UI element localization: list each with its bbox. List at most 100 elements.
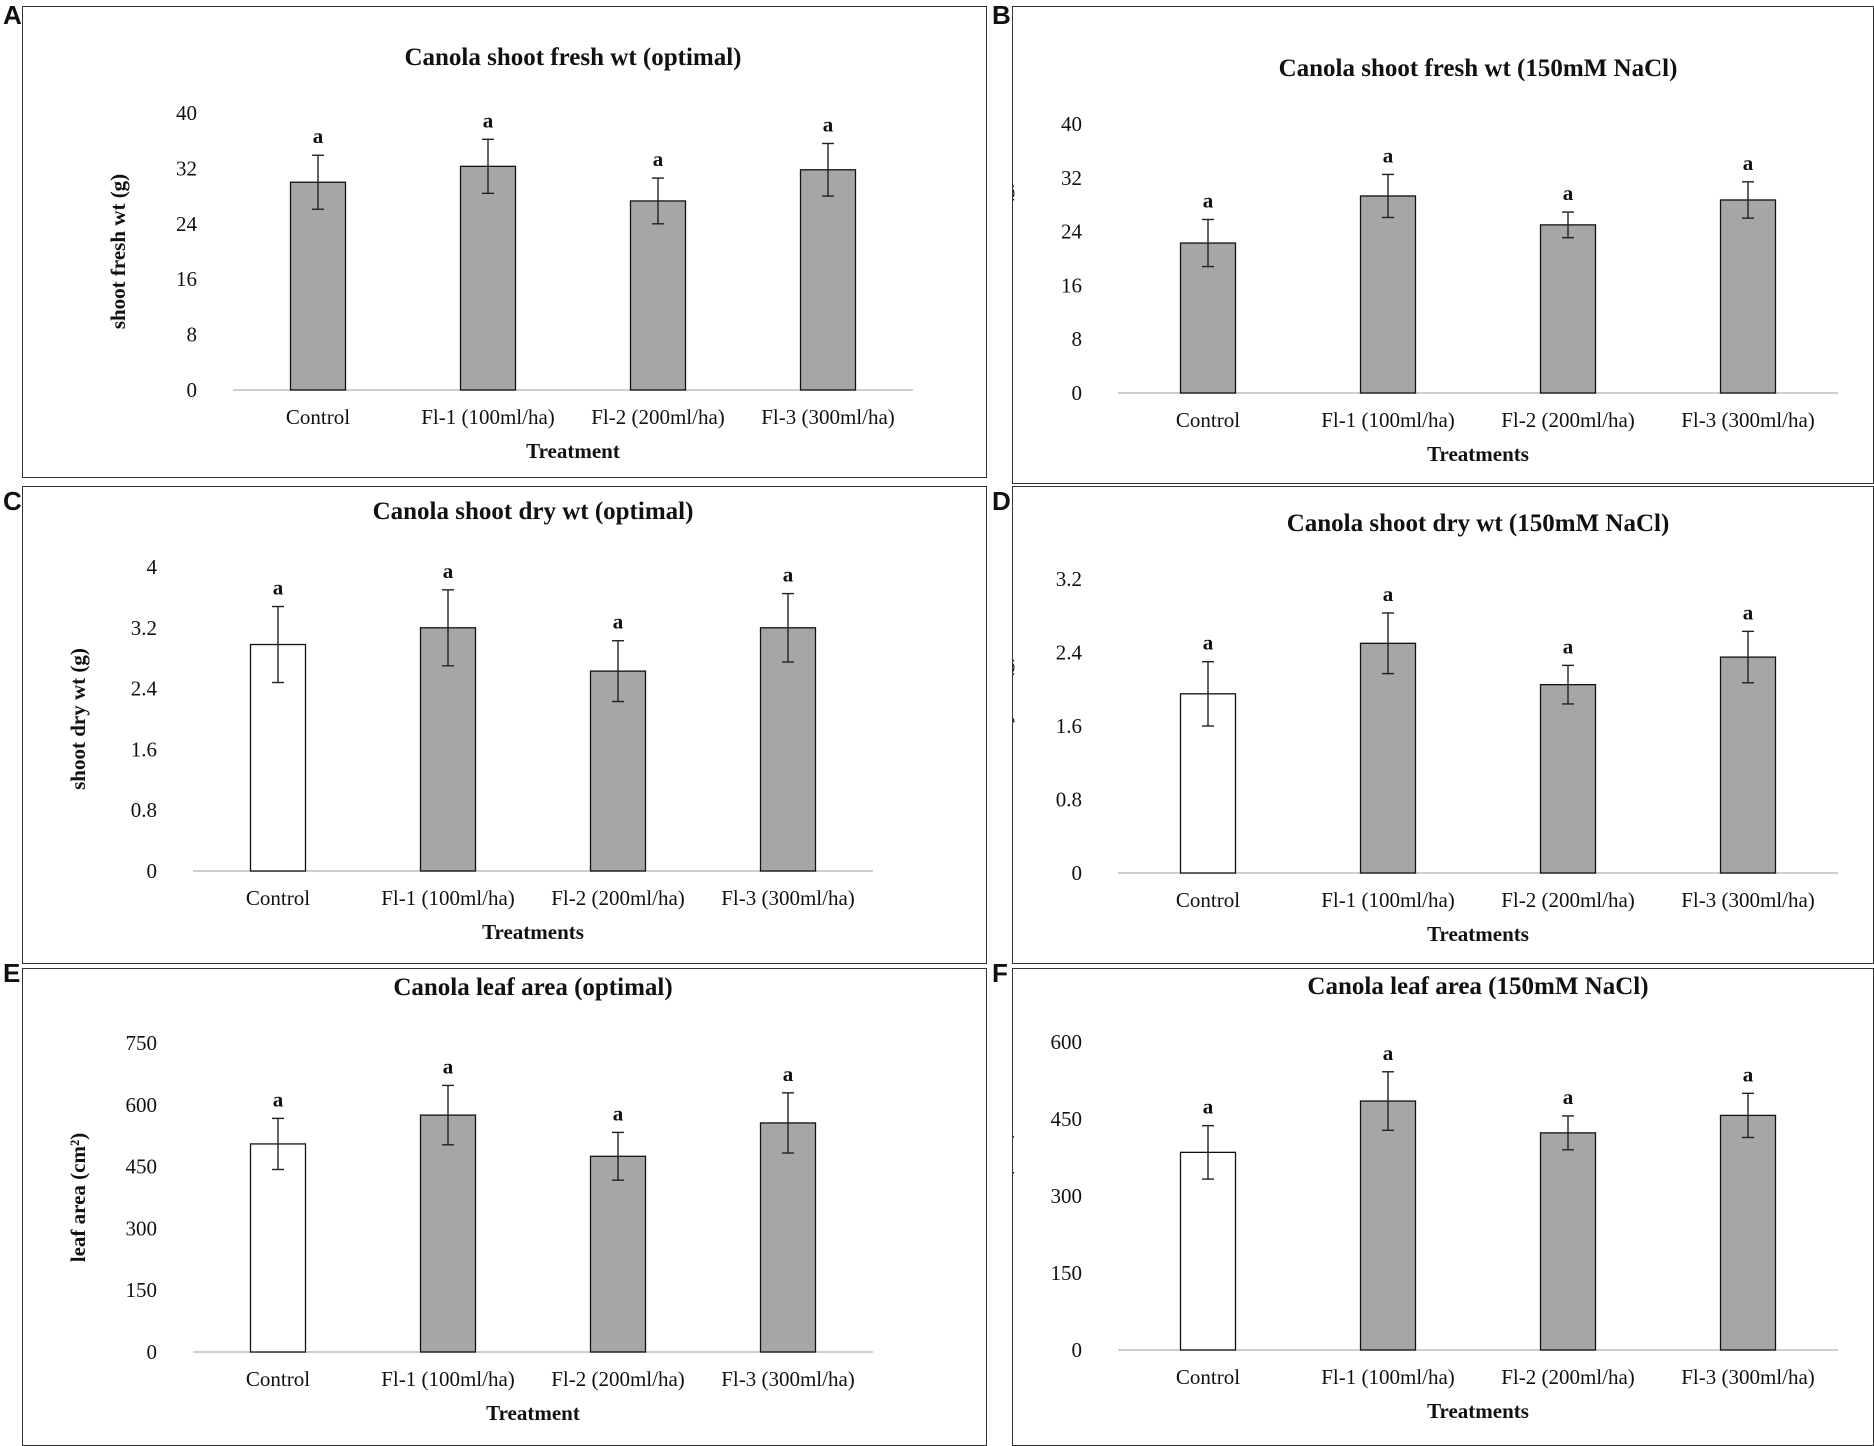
y-tick-label: 32 (1061, 166, 1082, 190)
x-tick-label: Fl-1 (100ml/ha) (1321, 408, 1455, 432)
bar (1359, 1100, 1417, 1351)
x-tick-label: Control (1176, 1365, 1240, 1389)
significance-label: a (1743, 600, 1754, 624)
x-tick-label: Fl-2 (200ml/ha) (1501, 888, 1635, 912)
bar (1539, 1132, 1597, 1351)
significance-label: a (1203, 1095, 1214, 1119)
y-tick-label: 0 (1072, 1338, 1083, 1362)
bar (1719, 1114, 1777, 1351)
bar (1539, 684, 1597, 874)
bar (249, 1143, 307, 1353)
significance-label: a (1563, 634, 1574, 658)
x-axis-label: Treatments (1427, 922, 1529, 946)
bar (589, 670, 647, 872)
x-tick-label: Fl-2 (200ml/ha) (551, 886, 685, 910)
panel-letter-c: C (3, 486, 22, 516)
y-tick-label: 8 (187, 323, 198, 347)
significance-label: a (483, 108, 494, 132)
x-tick-label: Control (246, 1367, 310, 1391)
significance-label: a (1743, 1062, 1754, 1086)
significance-label: a (1203, 631, 1214, 655)
y-tick-label: 150 (126, 1278, 158, 1302)
y-axis-label: shoot dry wt (g) (66, 648, 90, 790)
significance-label: a (613, 1101, 624, 1125)
y-tick-label: 2.4 (1056, 641, 1083, 665)
bar (289, 181, 347, 391)
bar (1719, 656, 1777, 874)
y-tick-label: 16 (176, 267, 197, 291)
chart-svg: Canola shoot fresh wt (optimal) 0 8 16 24 32 4… (106, 44, 913, 463)
x-tick-label: Fl-2 (200ml/ha) (1501, 408, 1635, 432)
y-tick-label: 0 (147, 1340, 158, 1364)
y-tick-label: 3.2 (131, 616, 157, 640)
x-tick-label: Control (246, 886, 310, 910)
chart-title: Canola leaf area (optimal) (393, 974, 672, 1001)
x-tick-label: Fl-2 (200ml/ha) (551, 1367, 685, 1391)
x-axis-label: Treatment (486, 1401, 580, 1425)
y-axis-label: leaf area (cm²) (1013, 1131, 1015, 1261)
bar (1719, 199, 1777, 394)
x-tick-label: Fl-3 (300ml/ha) (1681, 408, 1815, 432)
bar (589, 1155, 647, 1353)
y-tick-label: 40 (176, 101, 197, 125)
y-tick-label: 24 (176, 212, 198, 236)
bar (1359, 642, 1417, 874)
y-axis-label: leaf area (cm²) (66, 1133, 90, 1263)
significance-label: a (613, 610, 624, 634)
x-tick-label: Control (1176, 408, 1240, 432)
y-tick-label: 150 (1051, 1261, 1083, 1285)
y-tick-label: 40 (1061, 112, 1082, 136)
y-tick-label: 0.8 (1056, 788, 1082, 812)
x-tick-label: Fl-3 (300ml/ha) (1681, 1365, 1815, 1389)
x-axis-label: Treatment (526, 439, 620, 463)
significance-label: a (1563, 1085, 1574, 1109)
significance-label: a (783, 1062, 794, 1086)
y-tick-label: 24 (1061, 220, 1083, 244)
significance-label: a (823, 112, 834, 136)
chart-svg: Canola leaf area (optimal) 0 150 300 450 600 7… (66, 974, 873, 1425)
y-tick-label: 2.4 (131, 677, 158, 701)
y-tick-label: 0 (1072, 861, 1083, 885)
bar (1539, 224, 1597, 394)
significance-label: a (443, 559, 454, 583)
x-tick-label: Control (286, 405, 350, 429)
significance-label: a (1383, 582, 1394, 606)
panel-letter-f: F (992, 958, 1008, 988)
y-tick-label: 1.6 (131, 737, 157, 761)
significance-label: a (1563, 181, 1574, 205)
x-tick-label: Fl-1 (100ml/ha) (381, 1367, 515, 1391)
chart-svg: Canola leaf area (150mM NaCl) 0 150 300 450 6… (1013, 973, 1838, 1423)
panel-letter-e: E (3, 958, 21, 988)
y-tick-label: 450 (1051, 1107, 1083, 1131)
x-tick-label: Fl-2 (200ml/ha) (1501, 1365, 1635, 1389)
chart-svg: Canola shoot dry wt (150mM NaCl) 0 0.8 1.6 2… (1013, 510, 1838, 946)
significance-label: a (1383, 143, 1394, 167)
bar (459, 165, 517, 391)
y-tick-label: 0 (147, 859, 158, 883)
bar (1359, 195, 1417, 394)
panel-letter-a: A (3, 0, 22, 30)
x-tick-label: Fl-1 (100ml/ha) (1321, 888, 1455, 912)
bar (759, 1122, 817, 1353)
y-tick-label: 4 (147, 555, 158, 579)
bar (1179, 242, 1237, 394)
x-axis-label: Treatments (482, 920, 584, 944)
y-tick-label: 600 (126, 1093, 158, 1117)
chart-panel-a: Canola shoot fresh wt (optimal) 0 8 16 24 32 4… (22, 6, 987, 478)
y-tick-label: 32 (176, 156, 197, 180)
y-tick-label: 0 (1072, 381, 1083, 405)
x-tick-label: Fl-3 (300ml/ha) (761, 405, 895, 429)
bar (759, 627, 817, 872)
y-tick-label: 300 (126, 1216, 158, 1240)
y-tick-label: 600 (1051, 1030, 1083, 1054)
y-tick-label: 300 (1051, 1184, 1083, 1208)
bar (419, 1114, 477, 1353)
x-tick-label: Fl-1 (100ml/ha) (381, 886, 515, 910)
x-tick-label: Fl-3 (300ml/ha) (721, 1367, 855, 1391)
panel-letter-d: D (992, 486, 1011, 516)
significance-label: a (653, 147, 664, 171)
panel-letter-b: B (992, 0, 1011, 30)
chart-title: Canola shoot dry wt (150mM NaCl) (1287, 510, 1670, 537)
y-tick-label: 750 (126, 1031, 158, 1055)
y-tick-label: 450 (126, 1155, 158, 1179)
